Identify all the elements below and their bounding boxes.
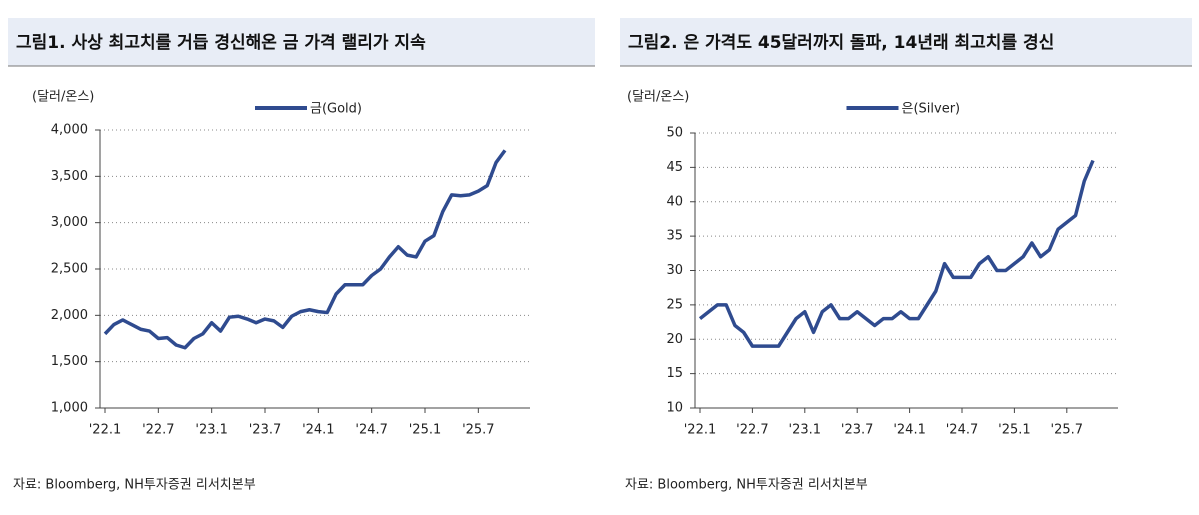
x-tick-label: '24.1 <box>302 423 335 438</box>
legend-label: 금(Gold) <box>310 102 362 117</box>
y-tick-label: 20 <box>666 332 683 347</box>
y-tick-label: 50 <box>666 126 683 141</box>
source: 자료: Bloomberg, NH투자증권 리서치본부 <box>13 478 256 493</box>
y-axis-label: (달러/온스) <box>627 90 689 105</box>
source: 자료: Bloomberg, NH투자증권 리서치본부 <box>625 478 868 493</box>
y-tick-label: 1,000 <box>51 401 88 416</box>
x-tick-label: '25.1 <box>998 423 1031 438</box>
y-tick-label: 3,000 <box>51 215 88 230</box>
y-tick-label: 40 <box>666 194 683 209</box>
y-tick-label: 1,500 <box>51 354 88 369</box>
x-tick-label: '22.7 <box>142 423 175 438</box>
y-tick-label: 35 <box>666 229 683 244</box>
series-line <box>698 159 1095 348</box>
title-bar <box>620 18 1192 66</box>
title-bar <box>8 18 595 66</box>
x-tick-label: '22.1 <box>684 423 717 438</box>
x-tick-label: '24.7 <box>946 423 979 438</box>
x-tick-label: '25.7 <box>462 423 495 438</box>
x-tick-label: '22.7 <box>736 423 769 438</box>
y-tick-label: 25 <box>666 297 683 312</box>
y-tick-label: 2,500 <box>51 262 88 277</box>
x-tick-label: '23.1 <box>789 423 822 438</box>
x-tick-label: '22.1 <box>89 423 122 438</box>
y-tick-label: 3,500 <box>51 169 88 184</box>
y-tick-label: 10 <box>666 401 683 416</box>
y-axis-label: (달러/온스) <box>32 90 94 105</box>
x-tick-label: '23.7 <box>249 423 282 438</box>
y-tick-label: 45 <box>666 160 683 175</box>
y-tick-label: 2,000 <box>51 308 88 323</box>
x-tick-label: '23.7 <box>841 423 874 438</box>
y-tick-label: 15 <box>666 366 683 381</box>
series-line <box>103 149 507 350</box>
chart-title: 그림2. 은 가격도 45달러까지 돌파, 14년래 최고치를 경신 <box>628 32 1054 53</box>
x-tick-label: '23.1 <box>195 423 228 438</box>
x-tick-label: '24.1 <box>893 423 926 438</box>
legend-label: 은(Silver) <box>902 102 961 117</box>
y-tick-label: 30 <box>666 263 683 278</box>
y-tick-label: 4,000 <box>51 123 88 138</box>
chart-title: 그림1. 사상 최고치를 거듭 경신해온 금 가격 랠리가 지속 <box>16 32 426 53</box>
x-tick-label: '24.7 <box>355 423 388 438</box>
x-tick-label: '25.1 <box>409 423 442 438</box>
x-tick-label: '25.7 <box>1051 423 1084 438</box>
